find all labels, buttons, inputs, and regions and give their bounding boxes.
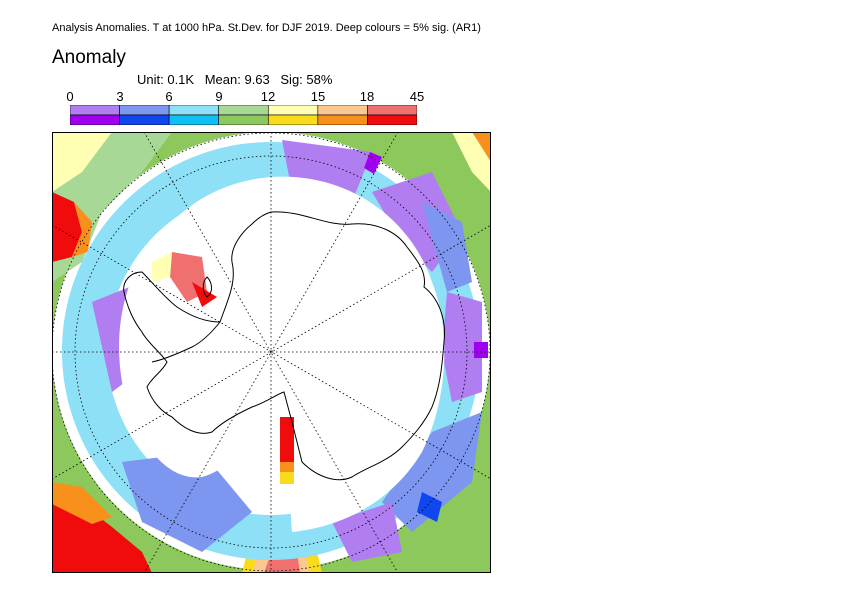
meridian	[143, 132, 399, 573]
corner-orange-sw	[52, 482, 112, 524]
legend-tick: 12	[260, 89, 276, 104]
legend-swatch-deep	[168, 114, 220, 125]
corner-orange-nw	[72, 202, 92, 257]
blue-northeast	[422, 202, 472, 292]
legend-swatch-light	[119, 105, 170, 116]
legend-swatch-light	[367, 105, 417, 116]
legend-tick: 9	[215, 89, 223, 104]
color-legend	[70, 105, 417, 125]
blue-southwest	[122, 452, 252, 552]
legend-tick-labels: 0 3 6 9 12 15 18 45	[0, 89, 842, 105]
mean-label: Mean: 9.63	[204, 72, 270, 87]
legend-tick: 45	[409, 89, 425, 104]
blue-southeast	[382, 412, 482, 532]
graticule-circle	[74, 155, 468, 549]
stripe-orange	[280, 462, 294, 472]
legend-tick: 0	[66, 89, 74, 104]
purple-east	[442, 292, 482, 402]
figure-heading: Anomaly	[52, 47, 126, 68]
legend-swatch-light	[70, 105, 120, 116]
polar-map-graphic	[52, 132, 491, 573]
legend-tick: 15	[310, 89, 326, 104]
purple-deep-north	[364, 152, 382, 174]
legend-tick: 18	[359, 89, 375, 104]
legend-swatch-deep	[367, 114, 417, 125]
purple-south	[332, 502, 402, 562]
anomaly-map	[52, 132, 491, 573]
stats-line: Unit: 0.1K Mean: 9.63 Sig: 58%	[137, 72, 339, 87]
unit-label: Unit: 0.1K	[137, 72, 195, 87]
meridian	[143, 132, 399, 573]
corner-yellow-se	[452, 132, 491, 192]
corner-orange-se	[472, 132, 491, 162]
legend-swatch-light	[218, 105, 269, 116]
map-frame	[52, 132, 491, 573]
meridian	[52, 224, 491, 480]
legend-swatch-deep	[267, 114, 319, 125]
legend-swatch-deep	[317, 114, 368, 125]
meridian	[52, 224, 491, 480]
legend-swatch-deep	[119, 114, 170, 125]
purple-deep-east	[474, 342, 488, 358]
legend-swatch-light	[168, 105, 220, 116]
legend-swatch-deep	[70, 114, 120, 125]
color-legend-graphic	[70, 105, 417, 125]
corner-red-nw	[52, 192, 82, 262]
stripe-yellow	[280, 472, 294, 484]
island	[202, 276, 212, 298]
antarctica-coastline	[123, 211, 446, 481]
legend-tick: 3	[116, 89, 124, 104]
blue-deep-east	[417, 492, 442, 522]
peninsula-yellow	[152, 252, 172, 282]
legend-swatch-light	[317, 105, 368, 116]
legend-tick: 6	[165, 89, 173, 104]
corner-yellow-nw	[52, 132, 112, 192]
figure-title: Analysis Anomalies. T at 1000 hPa. St.De…	[52, 22, 481, 34]
legend-swatch-deep	[218, 114, 269, 125]
legend-swatch-light	[267, 105, 319, 116]
antarctic-peninsula	[151, 321, 221, 363]
corner-red-sw	[52, 502, 152, 573]
stripe-red	[280, 417, 294, 462]
sig-label: Sig: 58%	[280, 72, 333, 87]
